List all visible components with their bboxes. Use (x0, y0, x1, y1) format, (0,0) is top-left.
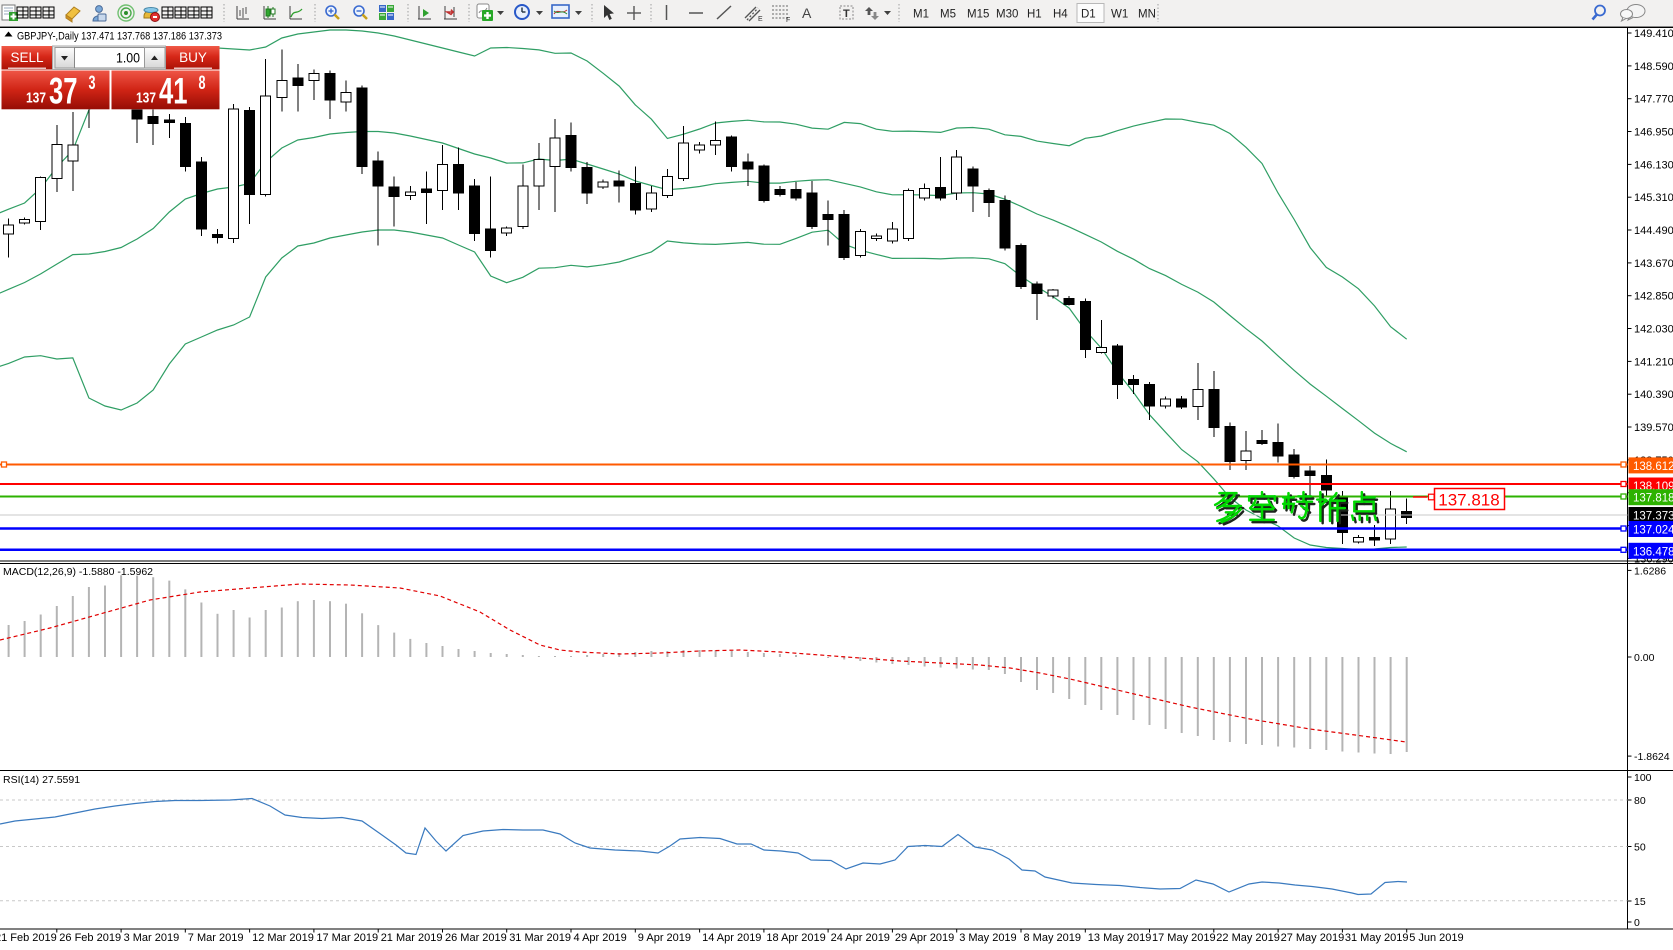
svg-text:GBPJPY-,Daily 137.471 137.768: GBPJPY-,Daily 137.471 137.768 137.186 13… (17, 31, 222, 43)
svg-text:80: 80 (1634, 795, 1646, 807)
svg-text:MACD(12,26,9) -1.5880 -1.5962: MACD(12,26,9) -1.5880 -1.5962 (3, 566, 153, 578)
svg-text:142.030: 142.030 (1634, 324, 1673, 336)
svg-text:137.373: 137.373 (1633, 511, 1673, 523)
svg-text:18 Apr 2019: 18 Apr 2019 (766, 932, 825, 944)
svg-text:22 May 2019: 22 May 2019 (1216, 932, 1280, 944)
svg-text:17 Mar 2019: 17 Mar 2019 (316, 932, 378, 944)
svg-text:F: F (786, 17, 790, 24)
svg-text:M15: M15 (967, 9, 989, 21)
svg-text:4 Apr 2019: 4 Apr 2019 (574, 932, 627, 944)
svg-text:T: T (843, 8, 850, 20)
svg-text:7 Mar 2019: 7 Mar 2019 (188, 932, 244, 944)
svg-text:26 Feb 2019: 26 Feb 2019 (59, 932, 121, 944)
svg-text:143.670: 143.670 (1634, 258, 1673, 270)
svg-text:41: 41 (159, 71, 188, 112)
svg-text:148.590: 148.590 (1634, 61, 1673, 73)
svg-text:W1: W1 (1111, 9, 1128, 21)
svg-text:146.130: 146.130 (1634, 159, 1673, 171)
svg-text:137.818: 137.818 (1633, 493, 1673, 505)
svg-text:M30: M30 (996, 9, 1018, 21)
svg-text:SELL: SELL (10, 50, 44, 65)
svg-text:9 Apr 2019: 9 Apr 2019 (638, 932, 691, 944)
svg-text:17 May 2019: 17 May 2019 (1152, 932, 1216, 944)
svg-text:141.210: 141.210 (1634, 356, 1673, 368)
svg-text:3: 3 (89, 73, 96, 94)
svg-text:BUY: BUY (179, 50, 207, 65)
svg-text:8: 8 (199, 73, 206, 94)
svg-text:1.6286: 1.6286 (1634, 565, 1666, 577)
svg-text:100: 100 (1634, 772, 1652, 784)
svg-text:1.00: 1.00 (116, 51, 140, 66)
svg-text:0.00: 0.00 (1634, 652, 1655, 664)
svg-text:31 Mar 2019: 31 Mar 2019 (509, 932, 571, 944)
svg-text:5 Jun 2019: 5 Jun 2019 (1409, 932, 1463, 944)
svg-text:140.390: 140.390 (1634, 389, 1673, 401)
svg-text:27 May 2019: 27 May 2019 (1281, 932, 1345, 944)
svg-text:12 Mar 2019: 12 Mar 2019 (252, 932, 314, 944)
svg-text:149.410: 149.410 (1634, 28, 1673, 40)
svg-text:138.612: 138.612 (1633, 461, 1673, 473)
svg-text:15: 15 (1634, 896, 1646, 908)
svg-text:MN: MN (1138, 9, 1156, 21)
svg-text:145.310: 145.310 (1634, 192, 1673, 204)
svg-text:137.818: 137.818 (1438, 491, 1499, 510)
svg-text:24 Apr 2019: 24 Apr 2019 (831, 932, 890, 944)
svg-text:3 May 2019: 3 May 2019 (959, 932, 1016, 944)
svg-text:21 Feb 2019: 21 Feb 2019 (0, 932, 57, 944)
svg-text:H1: H1 (1027, 9, 1042, 21)
svg-text:144.490: 144.490 (1634, 225, 1673, 237)
svg-text:142.850: 142.850 (1634, 291, 1673, 303)
svg-text:21 Mar 2019: 21 Mar 2019 (381, 932, 443, 944)
svg-text:50: 50 (1634, 842, 1646, 854)
svg-text:146.950: 146.950 (1634, 127, 1673, 139)
svg-text:0: 0 (1634, 917, 1640, 929)
svg-text:139.570: 139.570 (1634, 422, 1673, 434)
svg-text:136.478: 136.478 (1633, 546, 1673, 558)
svg-text:8 May 2019: 8 May 2019 (1024, 932, 1081, 944)
svg-text:26 Mar 2019: 26 Mar 2019 (445, 932, 507, 944)
svg-text:RSI(14) 27.5591: RSI(14) 27.5591 (3, 774, 80, 786)
svg-text:29 Apr 2019: 29 Apr 2019 (895, 932, 954, 944)
svg-text:31 May 2019: 31 May 2019 (1345, 932, 1409, 944)
svg-text:D1: D1 (1081, 9, 1096, 21)
svg-text:E: E (758, 16, 763, 23)
svg-text:137: 137 (136, 91, 156, 107)
svg-text:-1.8624: -1.8624 (1634, 751, 1670, 763)
svg-text:37: 37 (49, 71, 78, 112)
svg-text:147.770: 147.770 (1634, 94, 1673, 106)
svg-text:H4: H4 (1053, 9, 1068, 21)
svg-text:137: 137 (26, 91, 46, 107)
svg-text:3 Mar 2019: 3 Mar 2019 (124, 932, 180, 944)
svg-text:A: A (802, 5, 812, 21)
svg-text:M5: M5 (940, 9, 956, 21)
svg-text:13 May 2019: 13 May 2019 (1088, 932, 1152, 944)
svg-text:M1: M1 (913, 9, 929, 21)
svg-text:14 Apr 2019: 14 Apr 2019 (702, 932, 761, 944)
svg-text:137.024: 137.024 (1633, 525, 1673, 537)
